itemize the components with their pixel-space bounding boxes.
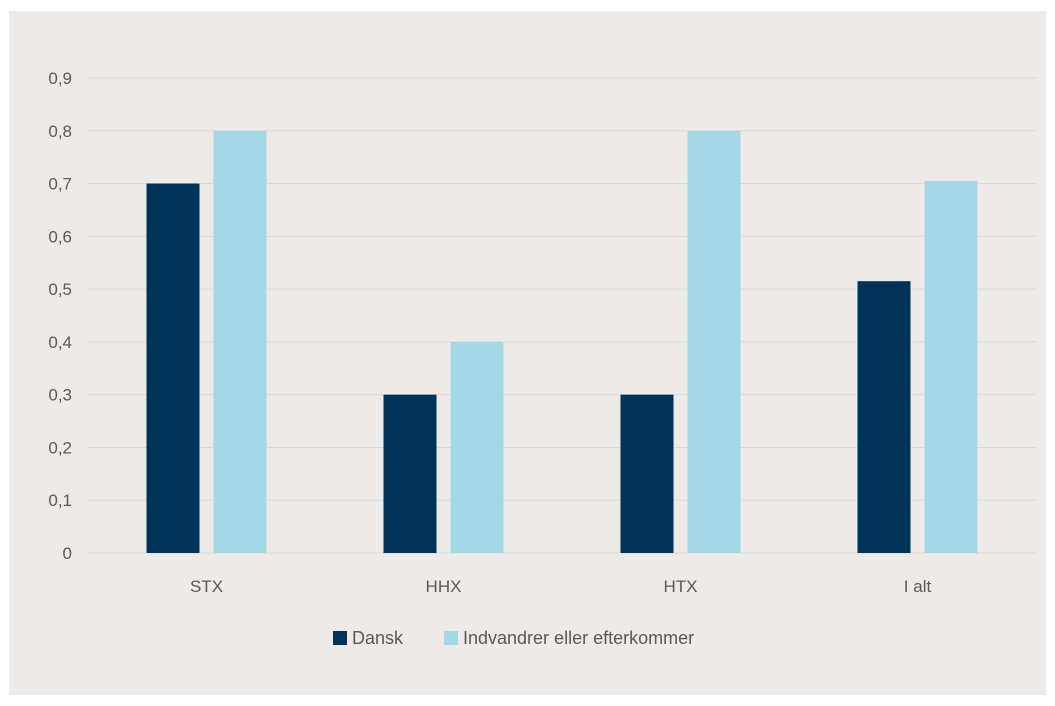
- y-tick-label: 0,4: [48, 333, 72, 352]
- y-tick-label: 0,6: [48, 227, 72, 246]
- y-tick-label: 0,1: [48, 491, 72, 510]
- y-tick-label: 0,7: [48, 175, 72, 194]
- y-axis: 0 0,1 0,2 0,3 0,4 0,5 0,6 0,7 0,8 0,9: [48, 69, 72, 563]
- bar-indvandrer-hhx: [451, 342, 504, 553]
- legend-swatch: [444, 631, 458, 645]
- legend-label: Indvandrer eller efterkommer: [463, 628, 694, 648]
- bar-indvandrer-stx: [214, 131, 267, 553]
- y-tick-label: 0,8: [48, 122, 72, 141]
- bar-indvandrer-htx: [688, 131, 741, 553]
- x-tick-label: HHX: [426, 577, 462, 596]
- x-axis: STX HHX HTX I alt: [190, 577, 932, 596]
- bar-dansk-htx: [621, 395, 674, 553]
- legend: Dansk Indvandrer eller efterkommer: [333, 628, 694, 648]
- legend-swatch: [333, 631, 347, 645]
- bar-indvandrer-i-alt: [925, 181, 978, 553]
- y-tick-label: 0,9: [48, 69, 72, 88]
- bar-dansk-hhx: [384, 395, 437, 553]
- y-tick-label: 0: [63, 544, 72, 563]
- x-tick-label: HTX: [664, 577, 698, 596]
- legend-label: Dansk: [352, 628, 404, 648]
- y-tick-label: 0,2: [48, 438, 72, 457]
- y-tick-label: 0,5: [48, 280, 72, 299]
- x-tick-label: I alt: [904, 577, 932, 596]
- y-tick-label: 0,3: [48, 386, 72, 405]
- bar-dansk-stx: [147, 184, 200, 553]
- bar-dansk-i-alt: [858, 281, 911, 553]
- x-tick-label: STX: [190, 577, 223, 596]
